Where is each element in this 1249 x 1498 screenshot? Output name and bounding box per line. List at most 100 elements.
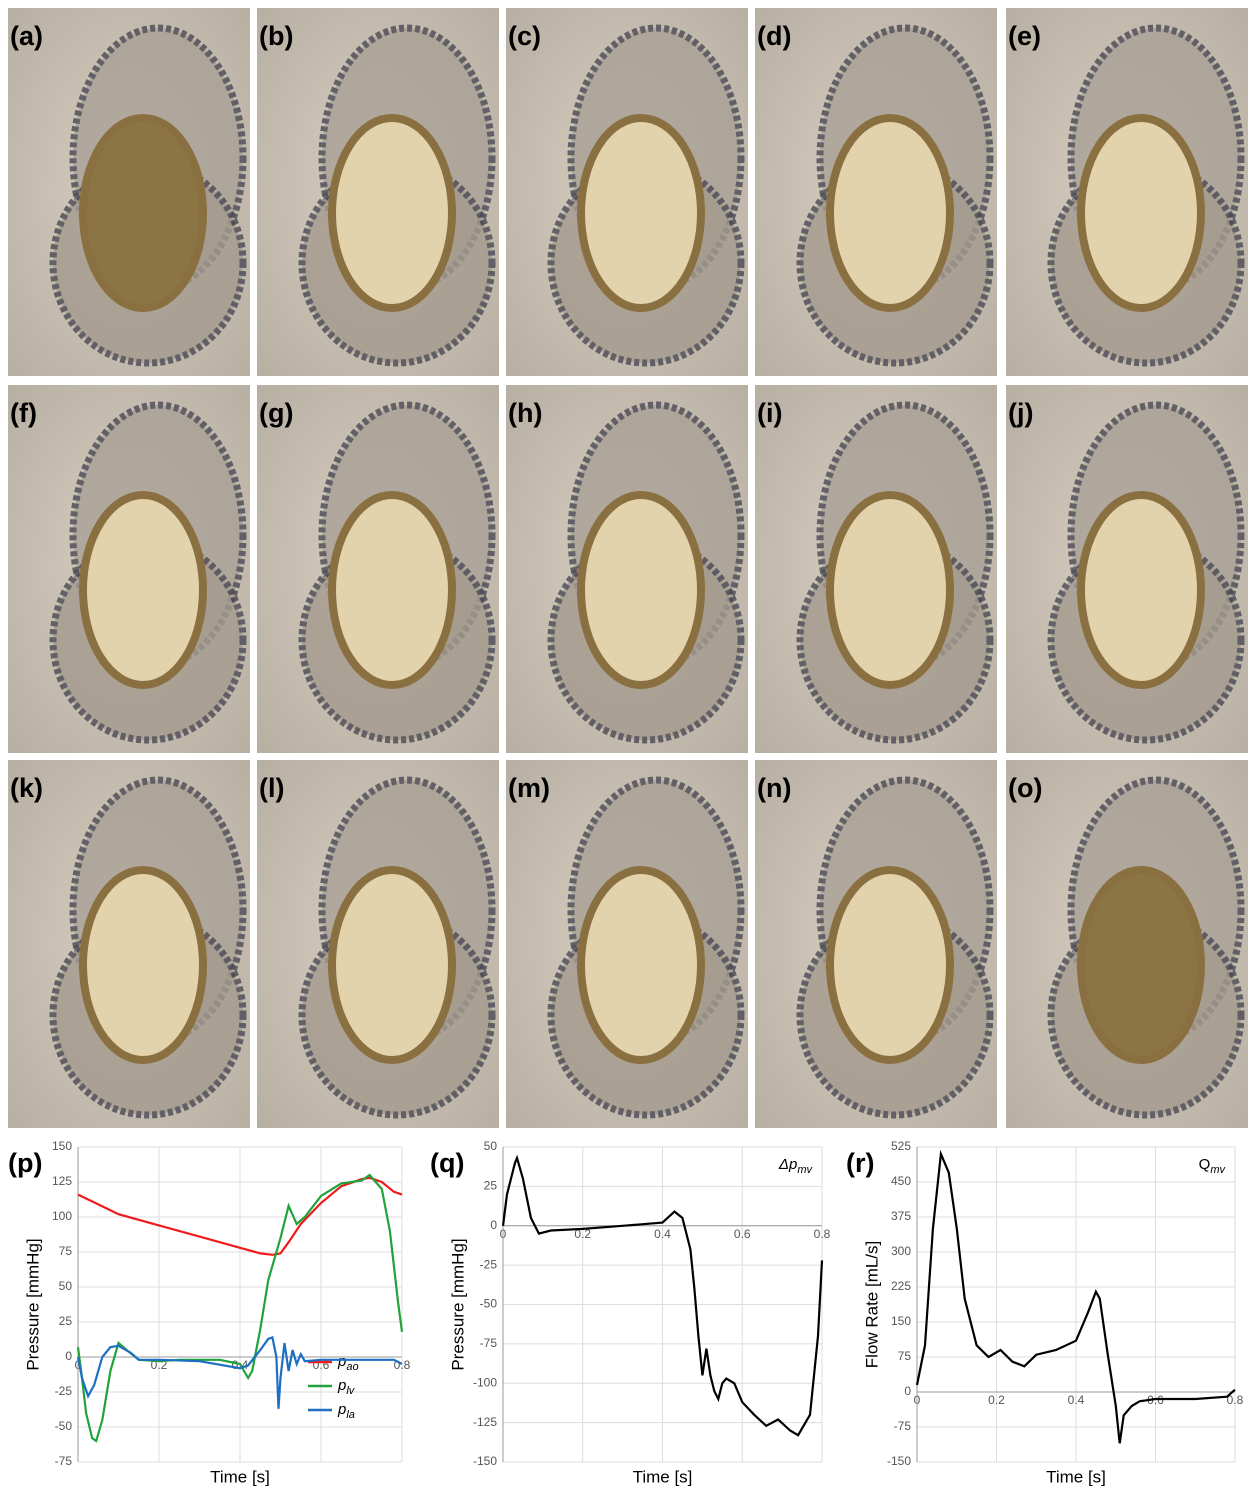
- legend-symbol: p: [337, 1353, 346, 1370]
- y-tick-label: 100: [52, 1209, 72, 1223]
- legend-symbol: p: [337, 1377, 346, 1394]
- valve: [826, 114, 954, 312]
- panel-label: (q): [430, 1148, 464, 1178]
- y-tick-label: 300: [891, 1244, 911, 1258]
- legend-label: pla: [337, 1401, 355, 1421]
- x-tick-label: 0.8: [814, 1227, 831, 1241]
- y-tick-label: 125: [52, 1174, 72, 1188]
- panel-label: (j): [1008, 398, 1033, 428]
- valve: [577, 491, 705, 689]
- y-axis-label: Pressure [mmHg]: [23, 1238, 42, 1370]
- panel-label: (r): [846, 1148, 875, 1178]
- legend-symbol: p: [337, 1401, 346, 1418]
- valve: [577, 866, 705, 1064]
- panel-label: (h): [508, 398, 542, 428]
- valve: [79, 866, 207, 1064]
- data-line: [915, 1149, 1236, 1444]
- valve: [1077, 866, 1205, 1064]
- valve: [826, 866, 954, 1064]
- annotation-sub: mv: [1210, 1164, 1226, 1176]
- y-axis-label: Pressure [mmHg]: [448, 1238, 467, 1370]
- legend-label: plv: [337, 1377, 356, 1397]
- y-axis-label: Flow Rate [mL/s]: [862, 1241, 881, 1369]
- photo-panel: [506, 8, 748, 376]
- x-tick-label: 0.2: [574, 1227, 591, 1241]
- y-tick-label: 0: [490, 1218, 497, 1232]
- photo-panel: [8, 8, 250, 376]
- y-tick-label: -150: [473, 1454, 497, 1468]
- annotation: Qmv: [1199, 1156, 1227, 1176]
- x-tick-label: 0.6: [734, 1227, 751, 1241]
- photo-panel: [755, 760, 997, 1128]
- data-line: [76, 1173, 404, 1443]
- x-tick-label: 0.2: [988, 1393, 1005, 1407]
- y-tick-label: 225: [891, 1279, 911, 1293]
- y-tick-label: 0: [904, 1384, 911, 1398]
- annotation-sub: mv: [797, 1164, 813, 1176]
- x-tick-label: 0.8: [1227, 1393, 1244, 1407]
- y-tick-label: 0: [65, 1349, 72, 1363]
- photo-panel: [257, 760, 499, 1128]
- valve: [79, 491, 207, 689]
- panel-label: (l): [259, 773, 284, 803]
- x-tick-label: 0.4: [1068, 1393, 1085, 1407]
- photo-panel: [755, 385, 997, 753]
- panel-label: (f): [10, 398, 37, 428]
- photo-panel: [8, 385, 250, 753]
- data-line: [501, 1154, 824, 1437]
- x-axis-label: Time [s]: [210, 1467, 270, 1486]
- y-tick-label: -75: [480, 1336, 498, 1350]
- y-tick-label: -75: [55, 1454, 73, 1468]
- y-tick-label: -50: [55, 1419, 73, 1433]
- photo-panel: [257, 385, 499, 753]
- legend-subscript: la: [346, 1409, 355, 1421]
- panel-label: (b): [259, 21, 293, 51]
- y-tick-label: -125: [473, 1415, 497, 1429]
- valve: [328, 491, 456, 689]
- data-line: [76, 1335, 403, 1409]
- y-tick-label: -50: [480, 1297, 498, 1311]
- y-tick-label: 25: [484, 1179, 498, 1193]
- y-tick-label: 525: [891, 1139, 911, 1153]
- panel-label: (p): [8, 1148, 42, 1178]
- x-tick-label: 0.6: [1147, 1393, 1164, 1407]
- panel-label: (k): [10, 773, 43, 803]
- y-tick-label: -25: [55, 1384, 73, 1398]
- valve: [577, 114, 705, 312]
- panel-label: (c): [508, 21, 541, 51]
- y-tick-label: 50: [484, 1139, 498, 1153]
- y-tick-label: -100: [473, 1375, 497, 1389]
- panel-label: (m): [508, 773, 550, 803]
- photo-panel: [1006, 8, 1248, 376]
- y-tick-label: 375: [891, 1209, 911, 1223]
- y-tick-label: -25: [480, 1257, 498, 1271]
- panel-label: (d): [757, 21, 791, 51]
- x-tick-label: 0.4: [654, 1227, 671, 1241]
- y-tick-label: 150: [52, 1139, 72, 1153]
- valve: [1077, 491, 1205, 689]
- photo-panel: [506, 385, 748, 753]
- x-axis-label: Time [s]: [633, 1467, 693, 1486]
- y-tick-label: 450: [891, 1174, 911, 1188]
- photo-panel: [755, 8, 997, 376]
- y-tick-label: 50: [59, 1279, 73, 1293]
- panel-label: (i): [757, 398, 782, 428]
- panel-label: (e): [1008, 21, 1041, 51]
- y-tick-label: -75: [894, 1419, 912, 1433]
- y-tick-label: 25: [59, 1314, 73, 1328]
- valve: [826, 491, 954, 689]
- annotation-main: Δp: [778, 1156, 797, 1173]
- legend-subscript: ao: [346, 1361, 358, 1373]
- valve: [328, 866, 456, 1064]
- legend-label: pao: [337, 1353, 359, 1373]
- legend-subscript: lv: [346, 1385, 355, 1397]
- photo-panel: [8, 760, 250, 1128]
- panel-label: (n): [757, 773, 791, 803]
- annotation: Δpmv: [778, 1156, 814, 1176]
- valve: [79, 114, 207, 312]
- y-tick-label: -150: [887, 1454, 911, 1468]
- valve: [1077, 114, 1205, 312]
- panel-label: (g): [259, 398, 293, 428]
- photo-panel: [257, 8, 499, 376]
